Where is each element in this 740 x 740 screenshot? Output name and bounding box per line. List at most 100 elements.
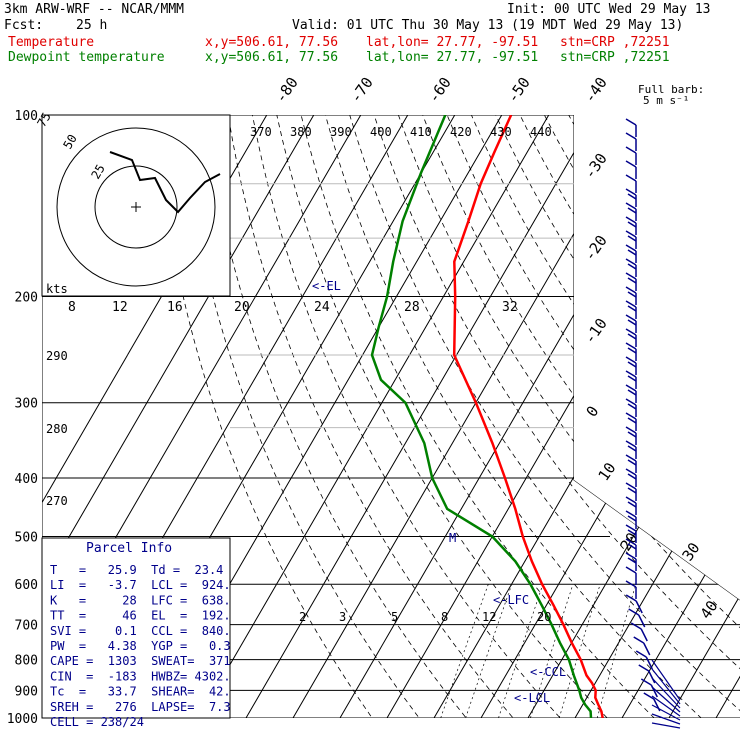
mixing-ratio-line <box>498 584 544 718</box>
dry-adiabat <box>300 115 668 718</box>
pressure-tick-label: 200 <box>15 291 38 306</box>
dry-adiabat <box>592 115 740 718</box>
mixing-ratio-line <box>440 584 489 718</box>
wind-barb-flag <box>625 230 637 238</box>
wind-barb-flag <box>627 277 637 284</box>
hodograph-ring-label: 75 <box>34 110 53 130</box>
isotherm-label-right: -10 <box>581 315 611 348</box>
wind-barb-flag <box>625 468 637 476</box>
mixing-ratio-line <box>596 584 637 718</box>
parcel-info-row: Tc = 33.7 SHEAR= 42. <box>50 685 231 699</box>
isotherm-line <box>661 115 740 718</box>
hodograph-ring <box>94 165 178 249</box>
wind-barb-flag <box>627 543 637 550</box>
wind-barb-flag <box>625 566 637 574</box>
wind-barb-flag <box>627 557 637 564</box>
wind-barb-flag <box>625 580 637 588</box>
theta-label: 380 <box>290 125 312 139</box>
wind-barb-flag <box>625 244 637 252</box>
dry-adiabat <box>373 115 740 718</box>
wind-barb-flag <box>625 538 637 546</box>
mixing-ratio-line <box>465 584 513 718</box>
wind-barb-flag <box>625 426 637 434</box>
parcel-info-row: LI = -3.7 LCL = 924. <box>50 578 231 592</box>
annotation-level-el: <-EL <box>312 279 341 293</box>
isotherm-label-right: -30 <box>581 150 611 183</box>
wind-barb-flag <box>627 333 637 340</box>
hodograph-ring-label: 25 <box>88 162 107 182</box>
wind-barb-flag <box>627 403 637 410</box>
wind-barb-surface <box>651 677 681 709</box>
parcel-info-row: CELL = 238/24 <box>50 715 144 729</box>
temperature-stn: stn=CRP ,72251 <box>560 35 670 50</box>
isotherm-label-top: -40 <box>581 74 611 107</box>
wind-barb-flag <box>627 207 637 214</box>
pressure-tick-label: 500 <box>15 530 38 545</box>
wind-barb-staff <box>640 628 648 642</box>
wind-barb-flag <box>627 361 637 368</box>
wind-barb-flag <box>627 375 637 382</box>
mixing-ratio-line <box>530 584 574 718</box>
wind-barb-flag <box>625 412 637 420</box>
annotation-level-m: M <box>449 531 456 545</box>
isotherm-label-top: -80 <box>272 74 302 107</box>
temperature-profile-line <box>452 115 604 718</box>
wind-barb-flag <box>625 258 637 266</box>
wind-barb-flag <box>627 249 637 256</box>
wind-barb-flag <box>625 482 637 490</box>
wind-barb-flag <box>625 398 637 406</box>
wind-barb-flag <box>627 445 637 452</box>
isotherm-label-right: 20 <box>617 529 642 554</box>
mixing-ratio-label: 20 <box>537 610 551 624</box>
wind-barb-flag <box>625 342 637 350</box>
wind-barb-surface <box>651 713 681 725</box>
isotherm-line <box>191 115 550 718</box>
wind-barb-flag <box>628 608 640 616</box>
wind-barb-flag <box>625 594 637 602</box>
mixing-ratio-label: 2 <box>299 610 306 624</box>
mixing-ratio-label: 8 <box>441 610 448 624</box>
wind-barb-flag <box>625 314 637 322</box>
wind-barb-flag <box>627 515 637 522</box>
hodograph-speed-label: 8 <box>68 300 76 315</box>
pressure-tick-label: 900 <box>15 684 38 699</box>
wind-barb-flag <box>627 501 637 508</box>
parcel-info-box <box>41 537 231 719</box>
temperature-xy: x,y=506.61, 77.56 <box>205 35 339 50</box>
wind-barb-flag <box>625 202 637 210</box>
wind-barb-flag <box>643 692 655 700</box>
fcst-label: Fcst: <box>4 18 44 33</box>
parcel-info-row: CAPE = 1303 SWEAT= 371 <box>50 654 231 668</box>
wind-barb-flag <box>625 216 637 224</box>
mixing-ratio-label: 3 <box>339 610 346 624</box>
wind-barb-flag <box>625 370 637 378</box>
wind-barb-flag <box>627 193 637 200</box>
mixing-ratio-label: 5 <box>391 610 398 624</box>
hodograph-speed-label: 32 <box>502 300 518 315</box>
wind-barb-staff <box>635 600 643 614</box>
wind-barb-flag <box>625 454 637 462</box>
theta-label: 420 <box>450 125 472 139</box>
wind-barb-flag <box>635 650 647 658</box>
isotherm-label-right: 10 <box>595 459 620 484</box>
wind-barb-flag <box>640 678 652 686</box>
wind-barb-staff <box>645 656 653 670</box>
hodograph-speed-label: 16 <box>167 300 183 315</box>
wind-barb-flag <box>625 118 637 126</box>
wind-barb-flag <box>625 272 637 280</box>
wind-barb-surface <box>651 722 681 729</box>
theta-label: 430 <box>490 125 512 139</box>
hodograph-speed-label: 28 <box>404 300 420 315</box>
parcel-info-row: K = 28 LFC = 638. <box>50 593 231 607</box>
hodograph-unit-label: kts <box>46 282 68 296</box>
wind-barb-flag <box>627 221 637 228</box>
plot-boundary <box>573 115 740 601</box>
wind-barb-flag <box>625 510 637 518</box>
dry-adiabat <box>325 115 716 718</box>
dry-adiabat <box>568 115 740 718</box>
isotherm-label-right: 0 <box>583 403 603 421</box>
dry-adiabat <box>665 115 740 718</box>
mixing-ratio-label: 12 <box>482 610 496 624</box>
pressure-tick-label: 600 <box>15 578 38 593</box>
parcel-info-row: SREH = 276 LAPSE= 7.3 <box>50 700 231 714</box>
